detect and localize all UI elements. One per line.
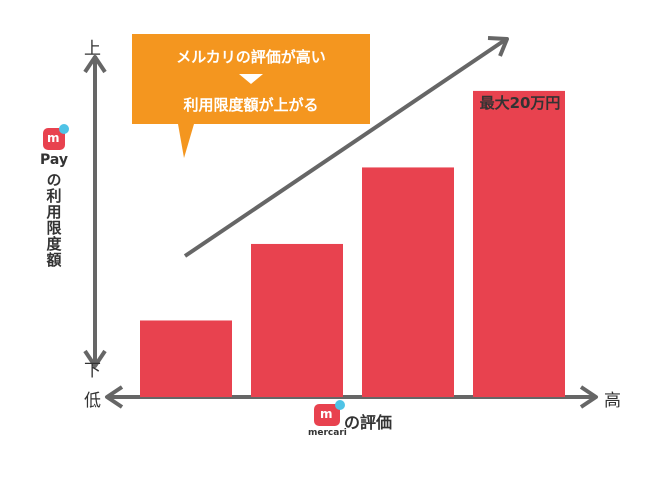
merpay-logo-text: Pay [39,152,69,168]
y-axis-label-group: m Pay の利用限度額 [34,124,74,268]
callout-down-arrow-icon [239,74,263,84]
merpay-logo-dot [59,124,69,134]
mercari-logo-icon: m [314,400,345,426]
bar-2 [251,243,343,397]
x-axis-right-arrow-icon [579,385,598,409]
y-axis-top-arrow-icon [83,55,107,74]
mercari-logo-dot [335,400,345,410]
y-axis-top-label: 上 [84,39,101,59]
y-axis-label: の利用限度額 [44,172,63,268]
x-axis-label: の評価 [344,413,393,432]
trend-arrow [183,36,509,258]
max-amount-annotation: 最大20万円 [479,94,561,112]
callout-box: メルカリの評価が高い 利用限度額が上がる [132,34,370,124]
merpay-logo-icon: m [43,124,69,150]
y-axis-bottom-label: 下 [84,361,101,381]
x-axis-low-label: 低 [84,391,101,411]
callout-line-1: メルカリの評価が高い [176,48,326,66]
mercari-logo-mark: m [320,407,333,421]
bar-3 [362,167,454,397]
mercari-logo-text: mercari [308,428,347,438]
merpay-logo-mark: m [47,131,60,145]
y-axis-bottom-arrow-icon [83,349,107,368]
bar-4 [473,90,565,398]
callout-tail [178,124,194,158]
x-axis-left-arrow-icon [105,385,124,409]
bars-group [140,90,565,398]
bar-1 [140,320,232,397]
x-axis-high-label: 高 [604,391,621,411]
trend-arrowhead-icon [487,36,509,57]
trend-line [183,38,507,258]
callout-line-2: 利用限度額が上がる [183,96,319,114]
